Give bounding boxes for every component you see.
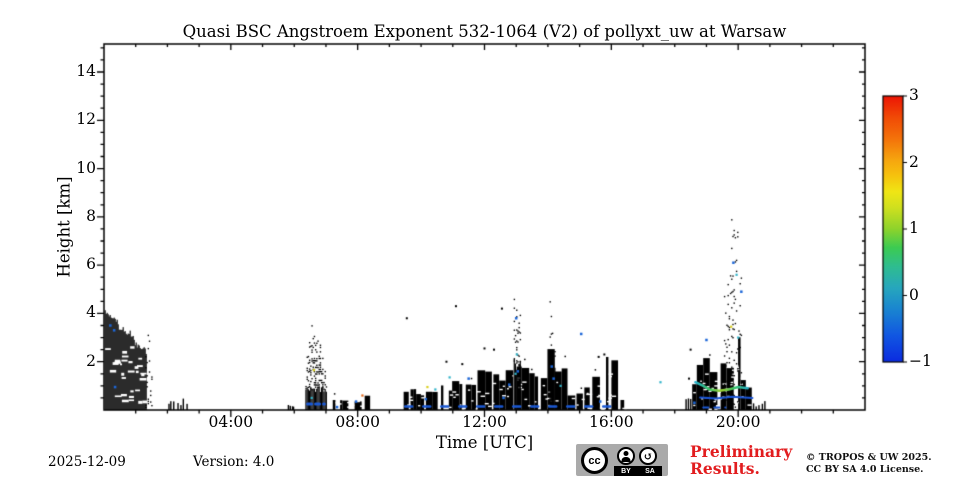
- x-axis-label: Time [UTC]: [435, 433, 534, 452]
- x-tick-label: 12:00: [462, 413, 507, 431]
- version-label: Version: 4.0: [193, 454, 275, 470]
- badge-sa-label: SA: [645, 467, 655, 475]
- y-tick-label: 10: [76, 158, 96, 177]
- y-tick-label: 8: [86, 206, 96, 225]
- person-head-icon: [623, 451, 629, 456]
- colorbar-tick-label: 3: [909, 86, 919, 104]
- cc-by-sa-badge: cc ↺ BY SA: [576, 444, 668, 476]
- cc-by-person-icon: [617, 447, 635, 465]
- copyright-line1: © TROPOS & UW 2025.: [806, 452, 932, 463]
- y-tick-label: 6: [86, 255, 96, 274]
- y-tick-label: 2: [86, 351, 96, 370]
- x-tick-label: 16:00: [588, 413, 634, 431]
- person-body-icon: [621, 457, 631, 462]
- y-tick-label: 12: [76, 110, 96, 129]
- badge-by-label: BY: [621, 467, 631, 475]
- cc-logo-text: cc: [588, 454, 601, 467]
- colorbar-tick-label: −1: [909, 352, 932, 370]
- x-tick-label: 04:00: [208, 413, 254, 431]
- badge-by-sa-labels: BY SA: [614, 466, 662, 476]
- cc-sa-arrow-icon: ↺: [639, 447, 657, 465]
- copyright-notice: © TROPOS & UW 2025. CC BY SA 4.0 License…: [806, 452, 932, 477]
- y-tick-label: 4: [86, 303, 96, 322]
- sa-arrow-glyph: ↺: [643, 449, 653, 463]
- colorbar-tick-label: 2: [909, 152, 919, 171]
- y-tick-label: 14: [76, 62, 96, 80]
- colorbar-tick-label: 0: [909, 285, 919, 304]
- colorbar-tick-label: 1: [909, 219, 919, 237]
- x-tick-label: 20:00: [715, 413, 761, 431]
- chart-title: Quasi BSC Angstroem Exponent 532-1064 (V…: [182, 22, 787, 41]
- cc-logo-icon: cc: [581, 447, 608, 474]
- measurement-date: 2025-12-09: [48, 454, 126, 470]
- x-tick-label: 08:00: [335, 413, 380, 431]
- preliminary-results-label: Preliminary Results.: [690, 442, 793, 478]
- copyright-line2: CC BY SA 4.0 License.: [806, 464, 924, 476]
